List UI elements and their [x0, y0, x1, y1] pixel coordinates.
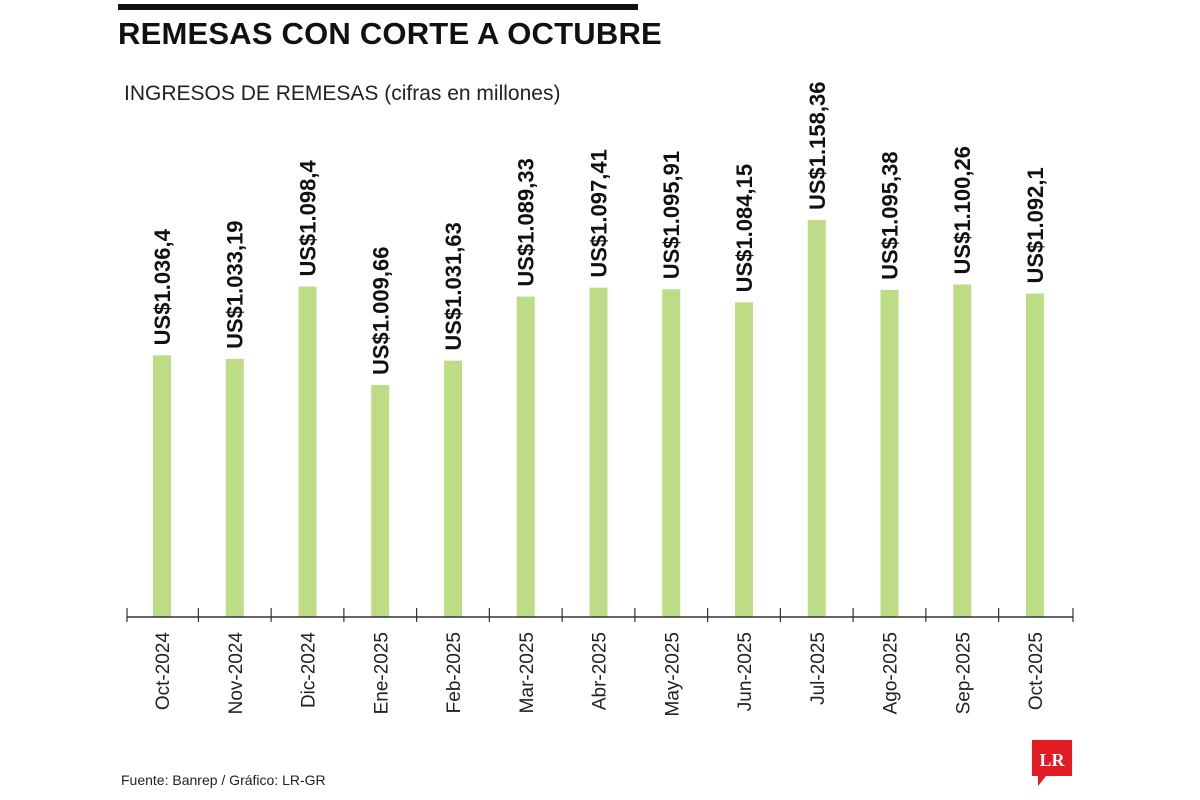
chart-subtitle: INGRESOS DE REMESAS (cifras en millones) — [124, 82, 561, 105]
x-tick-label: Oct-2024 — [153, 632, 174, 711]
x-tick-label: Dic-2024 — [299, 632, 320, 708]
bar-abr-2025 — [589, 287, 608, 617]
chart-title: REMESAS CON CORTE A OCTUBRE — [118, 16, 662, 51]
x-tick-label: Jul-2025 — [808, 632, 829, 705]
bar-oct-2025 — [1026, 293, 1044, 617]
value-labels-group: US$1.036,4 US$1.033,19 US$1.098,4 US$1.009,… — [150, 82, 1048, 375]
value-label: US$1.100,26 — [950, 146, 975, 274]
bar-feb-2025 — [444, 360, 462, 617]
value-label: US$1.084,15 — [732, 164, 757, 292]
lr-logo-icon — [1032, 740, 1072, 786]
bar-ago-2025 — [880, 289, 899, 617]
bar-ene-2025 — [371, 385, 390, 617]
lr-logo-text: LR — [1039, 750, 1065, 770]
x-tick-label: Jun-2025 — [735, 632, 756, 711]
x-tick-label: Ene-2025 — [371, 632, 392, 714]
value-label: US$1.098,4 — [296, 160, 321, 277]
bar-may-2025 — [662, 289, 681, 617]
bar-nov-2024 — [225, 358, 244, 617]
x-tick-label: Oct-2025 — [1026, 632, 1047, 710]
x-tick-label: Sep-2025 — [953, 632, 974, 714]
value-label: US$1.095,91 — [659, 151, 684, 279]
x-tick-label: Nov-2024 — [226, 632, 247, 715]
bar-sep-2025 — [953, 284, 972, 617]
value-label: US$1.031,63 — [441, 222, 466, 350]
x-tick-label: Mar-2025 — [517, 632, 538, 713]
x-tick-label: Feb-2025 — [444, 632, 465, 713]
value-label: US$1.092,1 — [1023, 167, 1048, 283]
top-rule — [118, 4, 638, 10]
bar-dic-2024 — [298, 286, 317, 617]
x-tick-label: Ago-2025 — [881, 632, 902, 714]
x-tick-label: May-2025 — [662, 632, 683, 717]
bar-mar-2025 — [516, 296, 535, 617]
value-label: US$1.158,36 — [805, 82, 830, 210]
bar-oct-2024 — [153, 355, 171, 617]
value-label: US$1.089,33 — [514, 158, 539, 286]
lr-logo: LR — [1032, 740, 1072, 786]
value-label: US$1.095,38 — [878, 151, 903, 279]
value-label: US$1.097,41 — [587, 149, 612, 277]
x-axis — [126, 608, 1074, 622]
value-label: US$1.009,66 — [368, 247, 393, 375]
bars-group — [153, 220, 1044, 617]
bar-jul-2025 — [807, 220, 826, 617]
value-label: US$1.033,19 — [223, 220, 248, 348]
bar-jun-2025 — [735, 302, 753, 617]
value-label: US$1.036,4 — [150, 228, 175, 345]
category-labels-group: Oct-2024 Nov-2024 Dic-2024 Ene-2025 Feb-2025… — [153, 632, 1047, 717]
x-tick-label: Abr-2025 — [590, 632, 611, 710]
source-footer: Fuente: Banrep / Gráfico: LR-GR — [121, 772, 326, 788]
